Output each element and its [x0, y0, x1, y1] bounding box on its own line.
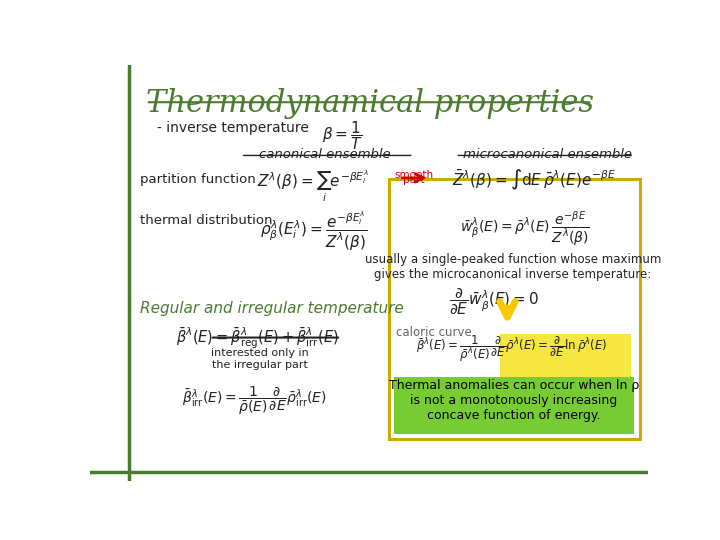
Text: interested only in
the irregular part: interested only in the irregular part [211, 348, 309, 370]
Text: $\bar{\beta}^\lambda_\mathrm{irr}(E) = \dfrac{1}{\bar{\rho}(E)}\dfrac{\partial}{: $\bar{\beta}^\lambda_\mathrm{irr}(E) = \… [182, 385, 327, 417]
Text: Regular and irregular temperature: Regular and irregular temperature [140, 301, 404, 316]
Text: canonical ensemble: canonical ensemble [258, 148, 390, 161]
Text: smooth: smooth [395, 170, 433, 180]
FancyBboxPatch shape [389, 179, 639, 439]
Text: $\bar{\beta}^\lambda(E) = \bar{\beta}^\lambda_\mathrm{reg}(E) + \bar{\beta}^\lam: $\bar{\beta}^\lambda(E) = \bar{\beta}^\l… [176, 326, 338, 352]
Text: usually a single-peaked function whose maximum
gives the microcanonical inverse : usually a single-peaked function whose m… [365, 253, 661, 281]
Text: thermal distribution: thermal distribution [140, 214, 273, 227]
Text: microcanonical ensemble: microcanonical ensemble [463, 148, 632, 161]
Text: $\bar{w}^\lambda_\beta(E) = \bar{\rho}^\lambda(E)\,\dfrac{e^{-\beta E}}{Z^\lambd: $\bar{w}^\lambda_\beta(E) = \bar{\rho}^\… [460, 210, 590, 248]
Text: partition function: partition function [140, 173, 256, 186]
Text: $Z^\lambda(\beta) = \sum_i e^{-\beta E_i^\lambda}$: $Z^\lambda(\beta) = \sum_i e^{-\beta E_i… [257, 168, 369, 204]
FancyBboxPatch shape [500, 334, 631, 377]
Text: $\dfrac{\partial}{\partial E}\bar{w}^\lambda_\beta(E) = 0$: $\dfrac{\partial}{\partial E}\bar{w}^\la… [449, 286, 540, 317]
Text: $\beta = \dfrac{1}{T}$: $\beta = \dfrac{1}{T}$ [322, 120, 362, 152]
Text: $\rho^\lambda_\beta(E_i^\lambda) = \dfrac{e^{-\beta E_i^\lambda}}{Z^\lambda(\bet: $\rho^\lambda_\beta(E_i^\lambda) = \dfra… [259, 210, 367, 253]
FancyBboxPatch shape [394, 377, 634, 434]
Text: - inverse temperature: - inverse temperature [157, 121, 309, 135]
Text: $\bar{Z}^\lambda(\beta) = \int \mathrm{d}E\,\bar{\rho}^\lambda(E)e^{-\beta E}$: $\bar{Z}^\lambda(\beta) = \int \mathrm{d… [451, 168, 616, 192]
Text: Thermodynamical properties: Thermodynamical properties [145, 87, 594, 119]
Text: part: part [403, 175, 425, 185]
Text: $\bar{\beta}^\lambda(E) = \dfrac{1}{\bar{\rho}^\lambda(E)}\dfrac{\partial}{\part: $\bar{\beta}^\lambda(E) = \dfrac{1}{\bar… [415, 333, 607, 364]
Text: caloric curve: caloric curve [396, 326, 472, 339]
Text: Thermal anomalies can occur when ln ρ
is not a monotonously increasing
concave f: Thermal anomalies can occur when ln ρ is… [389, 379, 639, 422]
